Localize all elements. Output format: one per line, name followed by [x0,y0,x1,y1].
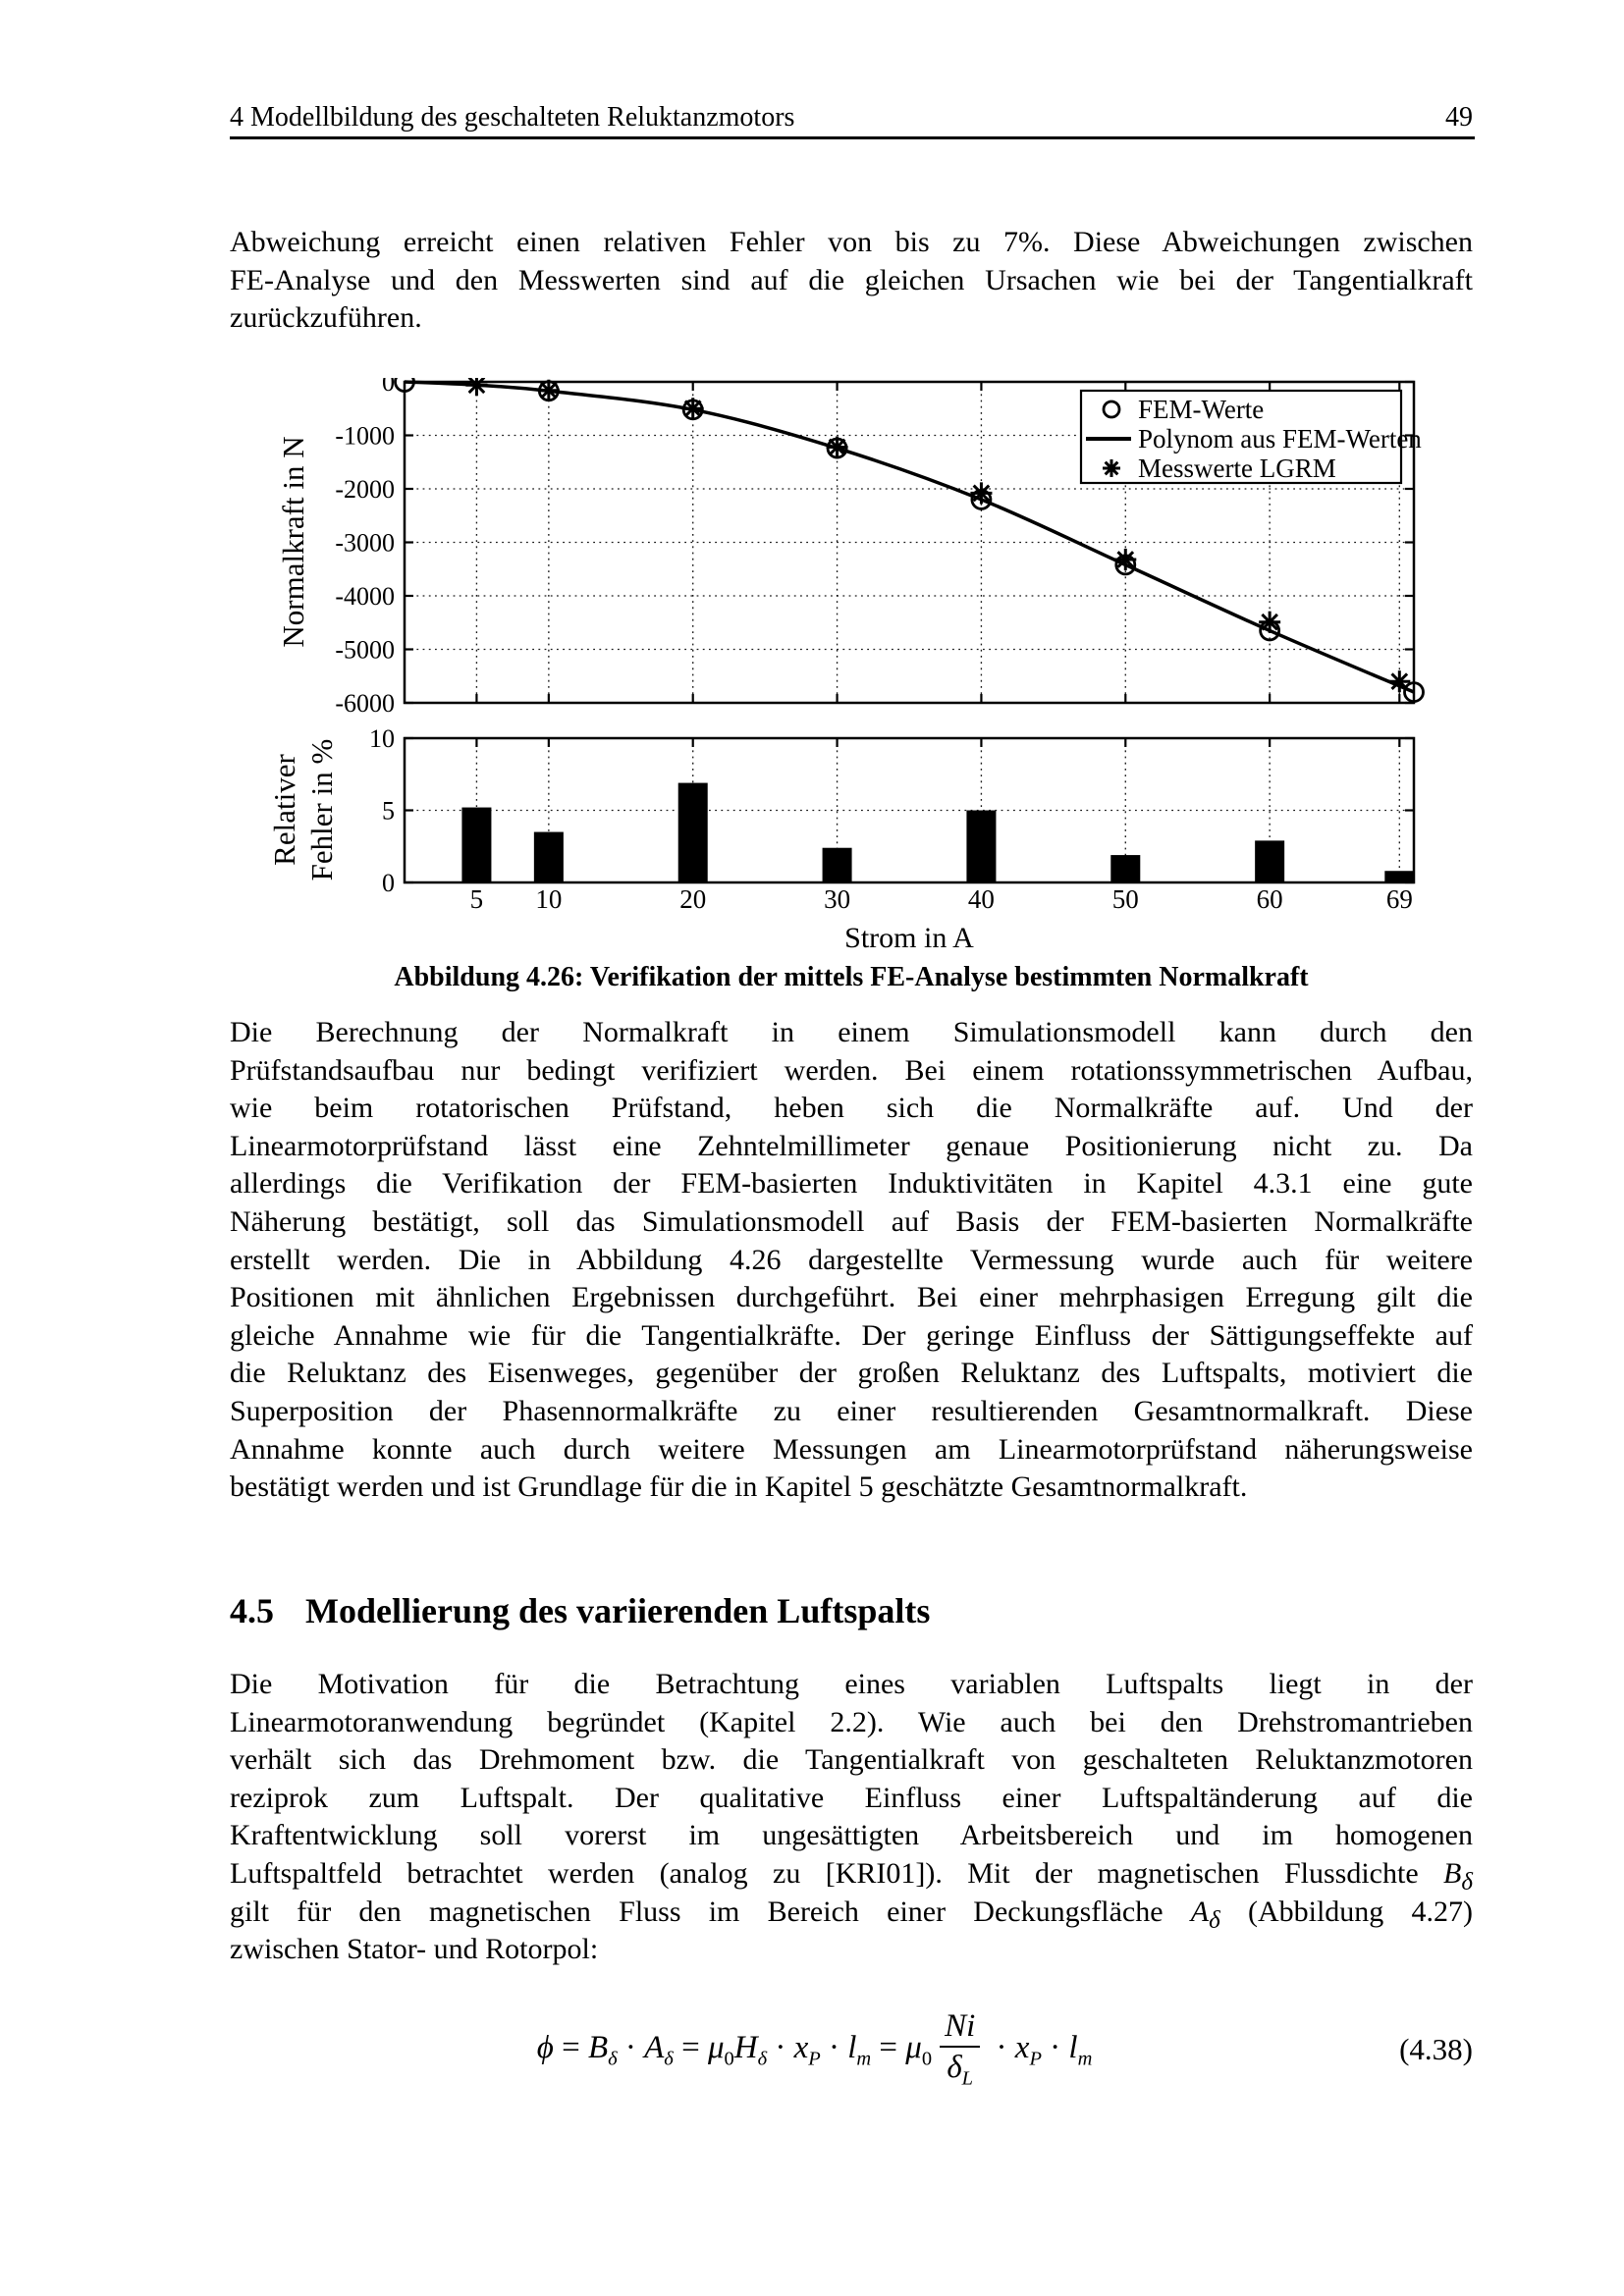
normal-force-plot: 0 -1000 -2000 -3000 -4000 -5000 -6000 Normalkra… [276,368,1425,718]
svg-text:Strom in A: Strom in A [844,922,974,954]
svg-text:Polynom aus FEM-Werten: Polynom aus FEM-Werten [1138,424,1422,454]
text-line: Positionen mit ähnlichen Ergebnissen dur… [230,1281,1473,1314]
svg-text:10: 10 [535,884,562,914]
svg-text:Fehler in %: Fehler in % [304,739,339,881]
svg-text:69: 69 [1386,884,1413,914]
text-line: reziprok zum Luftspalt. Der qualitative … [230,1781,1473,1814]
svg-text:-5000: -5000 [335,636,395,665]
paragraph-intro: Abweichung erreicht einen relativen Fehl… [230,224,1473,338]
svg-text:Normalkraft in N: Normalkraft in N [276,436,310,647]
page-number: 49 [1445,102,1473,133]
figure-4-26-chart: 0 -1000 -2000 -3000 -4000 -5000 -6000 Normalkra… [267,368,1425,954]
text-line: verhält sich das Drehmoment bzw. die Tan… [230,1743,1473,1777]
text-line: Luftspaltfeld betrachtet werden (analog … [230,1856,1473,1896]
text-line: Abweichung erreicht einen relativen Fehl… [230,226,1473,258]
text-line: zwischen Stator- und Rotorpol: [230,1933,599,1966]
text-line: die Reluktanz des Eisenweges, gegenüber … [230,1357,1473,1390]
svg-text:-3000: -3000 [335,529,395,558]
header-rule [230,136,1475,139]
running-header-chapter: 4 Modellbildung des geschalteten Relukta… [230,102,795,133]
text-line: Superposition der Phasennormalkräfte zu … [230,1394,1473,1427]
text-line: allerdings die Verifikation der FEM-basi… [230,1167,1473,1201]
svg-text:20: 20 [679,884,706,914]
svg-text:-1000: -1000 [335,422,395,451]
svg-text:5: 5 [382,797,395,826]
text-line: zurückzuführen. [230,301,422,335]
svg-text:0: 0 [382,869,395,897]
svg-text:40: 40 [968,884,995,914]
figure-4-26: 0 -1000 -2000 -3000 -4000 -5000 -6000 Normalkra… [230,368,1473,967]
paragraph-normalkraft: Die Berechnung der Normalkraft in einem … [230,1014,1473,1507]
text-line: Die Berechnung der Normalkraft in einem … [230,1016,1473,1048]
equation-4-38: ϕ = Bδ · Aδ = μ0Hδ · xP · lm = μ0 Ni δL · … [230,1991,1473,2109]
text-line: Die Motivation für die Betrachtung eines… [230,1668,1473,1700]
section-heading-4-5: 4.5 Modellierung des variierenden Luftsp… [230,1590,1473,1631]
text-line: Näherung bestätigt, soll das Simulations… [230,1204,1473,1238]
text-line: Linearmotoranwendung begründet (Kapitel … [230,1705,1473,1738]
paragraph-luftspalt: Die Motivation für die Betrachtung eines… [230,1666,1473,1969]
svg-text:Relativer: Relativer [267,754,301,866]
svg-text:30: 30 [824,884,850,914]
svg-text:-4000: -4000 [335,582,395,611]
svg-text:FEM-Werte: FEM-Werte [1138,395,1264,424]
svg-text:-2000: -2000 [335,475,395,504]
figure-caption: Abbildung 4.26: Verifikation der mittels… [394,962,1309,992]
text-line: wie beim rotatorischen Prüfstand, heben … [230,1092,1473,1125]
svg-text:60: 60 [1257,884,1283,914]
svg-text:0: 0 [382,378,395,397]
error-bar-plot: 0 5 10 Relativer Fehler in % 5 10 20 30 40 50 60 69 S… [267,724,1416,954]
svg-text:Messwerte LGRM: Messwerte LGRM [1138,454,1336,483]
equation-number: (4.38) [1399,2032,1473,2066]
text-line: gleiche Annahme wie für die Tangentialkr… [230,1318,1473,1352]
text-line: erstellt werden. Die in Abbildung 4.26 d… [230,1243,1473,1276]
svg-text:5: 5 [470,884,484,914]
equation-body: ϕ = Bδ · Aδ = μ0Hδ · xP · lm = μ0 Ni δL · … [536,2007,1093,2090]
text-line: gilt für den magnetischen Fluss im Berei… [230,1895,1473,1934]
text-line: Prüfstandsaufbau nur bedingt verifiziert… [230,1053,1473,1087]
svg-text:50: 50 [1112,884,1139,914]
text-line: Kraftentwicklung soll vorerst im ungesät… [230,1819,1473,1852]
running-header: 4 Modellbildung des geschalteten Relukta… [230,102,1473,133]
svg-text:10: 10 [369,724,395,753]
text-line: Linearmotorprüfstand lässt eine Zehntelm… [230,1129,1473,1162]
text-line: FE-Analyse und den Messwerten sind auf d… [230,263,1473,296]
text-line: Annahme konnte auch durch weitere Messun… [230,1432,1473,1466]
svg-text:-6000: -6000 [335,689,395,718]
text-line: bestätigt werden und ist Grundlage für d… [230,1470,1248,1504]
section-title: Modellierung des variierenden Luftspalts [305,1591,931,1630]
section-number: 4.5 [230,1591,274,1630]
